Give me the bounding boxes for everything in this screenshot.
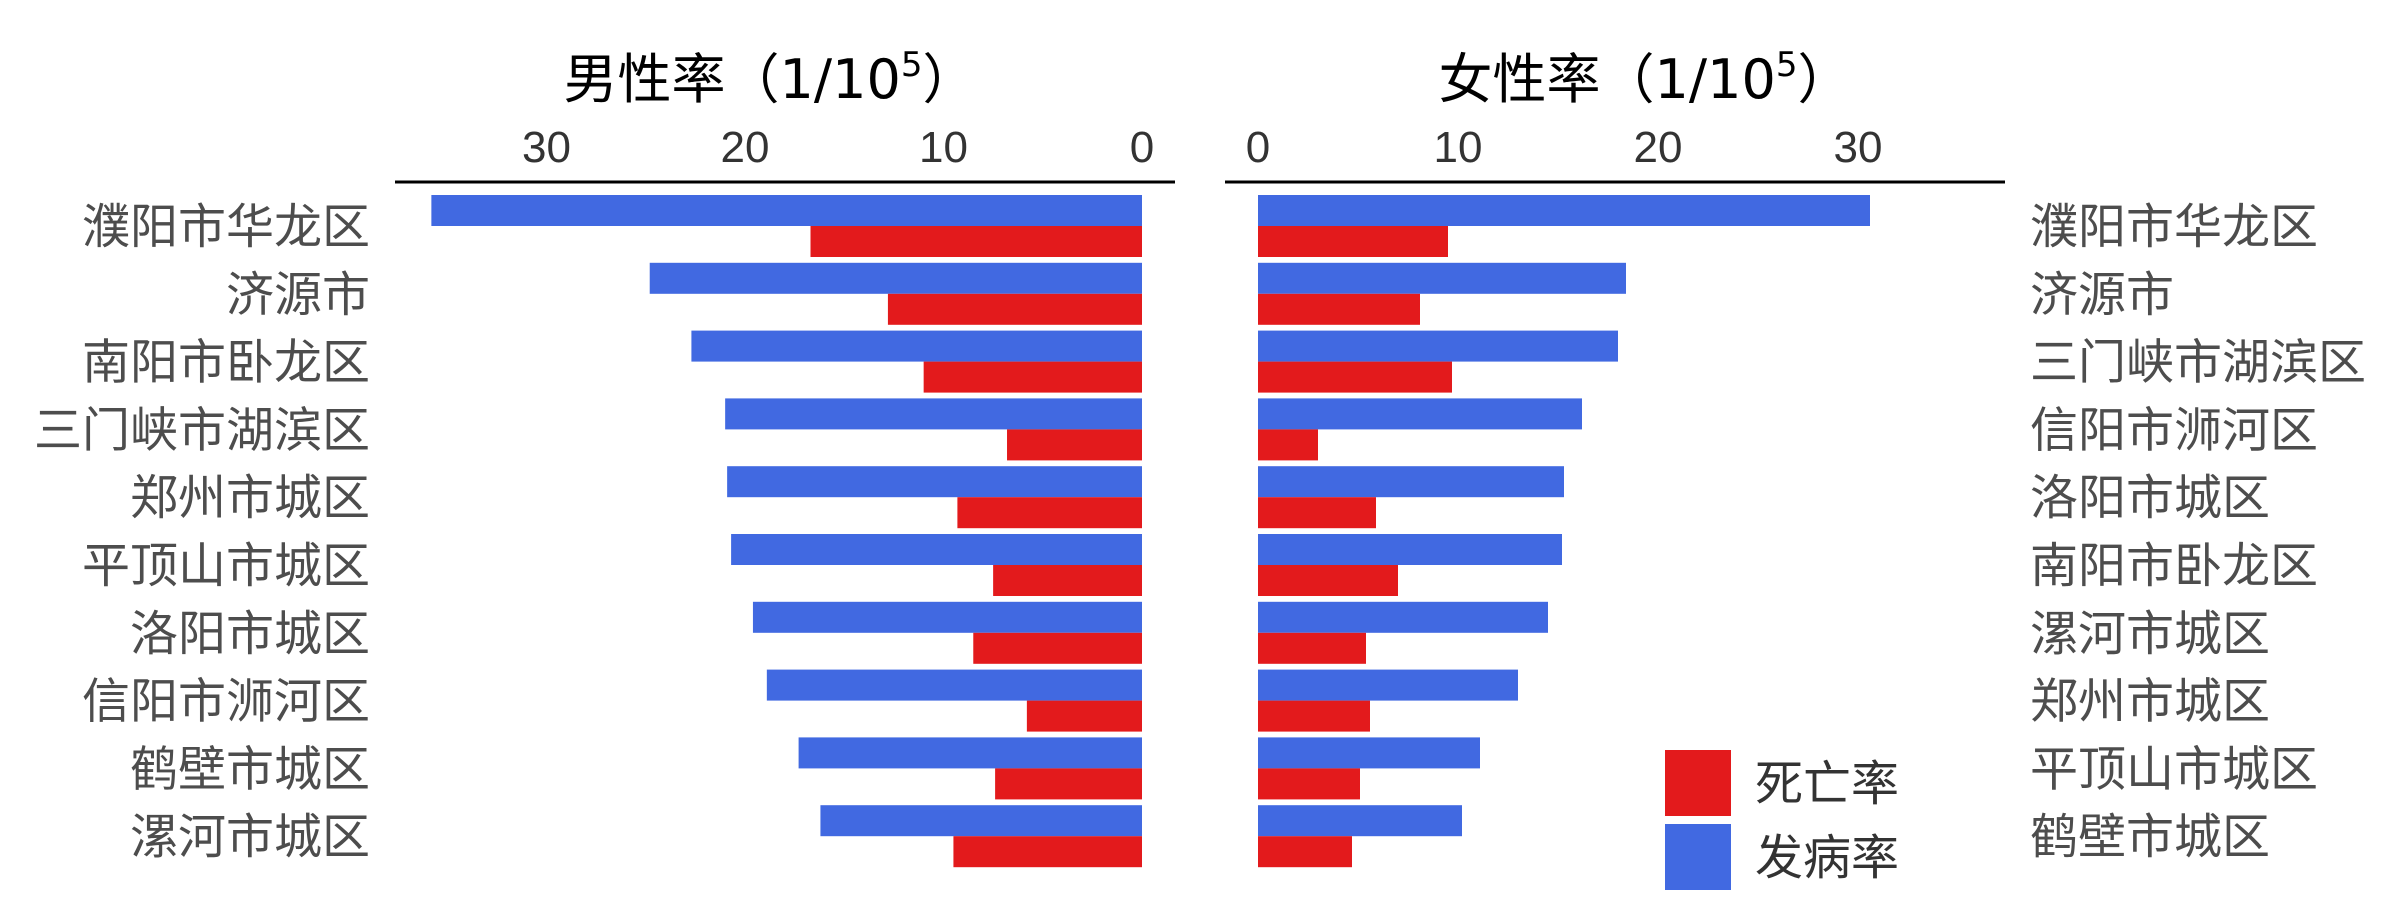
- female-x-tick-label: 30: [1834, 123, 1883, 172]
- female-incidence-bar: [1258, 805, 1462, 837]
- male-mortality-bar: [1026, 700, 1142, 732]
- male-category-label: 漯河市城区: [130, 809, 370, 865]
- legend-label-mortality: 死亡率: [1755, 756, 1899, 812]
- female-mortality-bar: [1258, 361, 1452, 393]
- female-category-label: 郑州市城区: [2030, 674, 2270, 730]
- female-panel-title-superscript: 5: [1776, 45, 1798, 85]
- female-incidence-bar: [1258, 534, 1562, 565]
- female-mortality-bar: [1258, 700, 1370, 732]
- male-mortality-bar: [973, 632, 1142, 664]
- female-category-label: 南阳市卧龙区: [2030, 538, 2318, 594]
- male-rate-panel: 男性率（1/105） 30 20 10 0 濮阳市华龙区济源市南阳市卧龙区三门峡市湖滨区郑…: [34, 45, 1175, 868]
- male-mortality-bar: [953, 836, 1142, 868]
- female-mortality-bar: [1258, 565, 1398, 596]
- female-mortality-bar: [1258, 429, 1318, 461]
- female-mortality-bar: [1258, 632, 1366, 664]
- male-category-label: 郑州市城区: [130, 470, 370, 526]
- male-mortality-bar: [1007, 429, 1142, 461]
- male-incidence-bar: [691, 330, 1142, 362]
- male-mortality-bar: [810, 226, 1142, 257]
- female-category-label: 洛阳市城区: [2030, 470, 2270, 526]
- male-incidence-bar: [798, 737, 1142, 769]
- male-category-label: 鹤壁市城区: [130, 741, 370, 797]
- male-incidence-bar: [766, 669, 1142, 701]
- female-category-label: 平顶山市城区: [2030, 741, 2318, 797]
- male-mortality-bar: [993, 565, 1142, 596]
- female-incidence-bar: [1258, 466, 1564, 498]
- female-incidence-bar: [1258, 669, 1518, 701]
- female-category-label: 济源市: [2030, 267, 2174, 323]
- female-mortality-bar: [1258, 768, 1360, 800]
- male-category-label: 平顶山市城区: [82, 538, 370, 594]
- male-category-label: 濮阳市华龙区: [82, 199, 370, 255]
- female-category-label: 漯河市城区: [2030, 606, 2270, 662]
- female-incidence-bar: [1258, 195, 1870, 226]
- male-mortality-bar: [957, 497, 1142, 529]
- male-x-tick-label: 0: [1130, 123, 1154, 172]
- male-mortality-bar: [887, 293, 1142, 325]
- male-category-label: 济源市: [226, 267, 370, 323]
- male-panel-title-superscript: 5: [901, 45, 923, 85]
- female-incidence-bar: [1258, 737, 1480, 769]
- male-x-tick-label: 20: [721, 123, 770, 172]
- female-mortality-bar: [1258, 836, 1352, 868]
- female-panel-title: 女性率（1/105）: [1439, 45, 1852, 111]
- male-incidence-bar: [731, 534, 1142, 565]
- female-incidence-bar: [1258, 330, 1618, 362]
- female-mortality-bar: [1258, 293, 1420, 325]
- male-incidence-bar: [431, 195, 1142, 226]
- male-panel-title: 男性率（1/105）: [564, 45, 977, 111]
- female-incidence-bar: [1258, 601, 1548, 633]
- legend-swatch-incidence: [1665, 824, 1731, 890]
- female-mortality-bar: [1258, 497, 1376, 529]
- male-incidence-bar: [649, 262, 1142, 294]
- male-incidence-bar: [725, 398, 1142, 430]
- female-panel-title-tail: ）: [1797, 48, 1851, 111]
- male-category-label: 三门峡市湖滨区: [34, 402, 370, 458]
- female-panel-title-main: 女性率（1/10: [1439, 48, 1776, 111]
- male-incidence-bar: [752, 601, 1142, 633]
- female-category-label: 濮阳市华龙区: [2030, 199, 2318, 255]
- male-x-tick-label: 30: [522, 123, 571, 172]
- male-incidence-bar: [820, 805, 1142, 837]
- female-category-label: 三门峡市湖滨区: [2030, 335, 2366, 391]
- female-category-label: 信阳市浉河区: [2030, 402, 2318, 458]
- female-x-tick-label: 10: [1434, 123, 1483, 172]
- male-category-label: 南阳市卧龙区: [82, 335, 370, 391]
- female-x-tick-label: 20: [1634, 123, 1683, 172]
- female-incidence-bar: [1258, 262, 1626, 294]
- male-panel-title-main: 男性率（1/10: [564, 48, 901, 111]
- legend-swatch-mortality: [1665, 750, 1731, 816]
- male-x-tick-label: 10: [919, 123, 968, 172]
- female-rate-panel: 女性率（1/105） 0 10 20 30 濮阳市华龙区济源市三门峡市湖滨区信阳市浉河区洛…: [1225, 45, 2366, 868]
- male-panel-title-tail: ）: [922, 48, 976, 111]
- male-mortality-bar: [995, 768, 1142, 800]
- legend-label-incidence: 发病率: [1755, 830, 1899, 886]
- male-incidence-bar: [727, 466, 1142, 498]
- male-mortality-bar: [923, 361, 1142, 393]
- male-category-label: 信阳市浉河区: [82, 674, 370, 730]
- female-incidence-bar: [1258, 398, 1582, 430]
- female-category-label: 鹤壁市城区: [2030, 809, 2270, 865]
- female-x-tick-label: 0: [1246, 123, 1270, 172]
- male-category-label: 洛阳市城区: [130, 606, 370, 662]
- female-mortality-bar: [1258, 226, 1448, 257]
